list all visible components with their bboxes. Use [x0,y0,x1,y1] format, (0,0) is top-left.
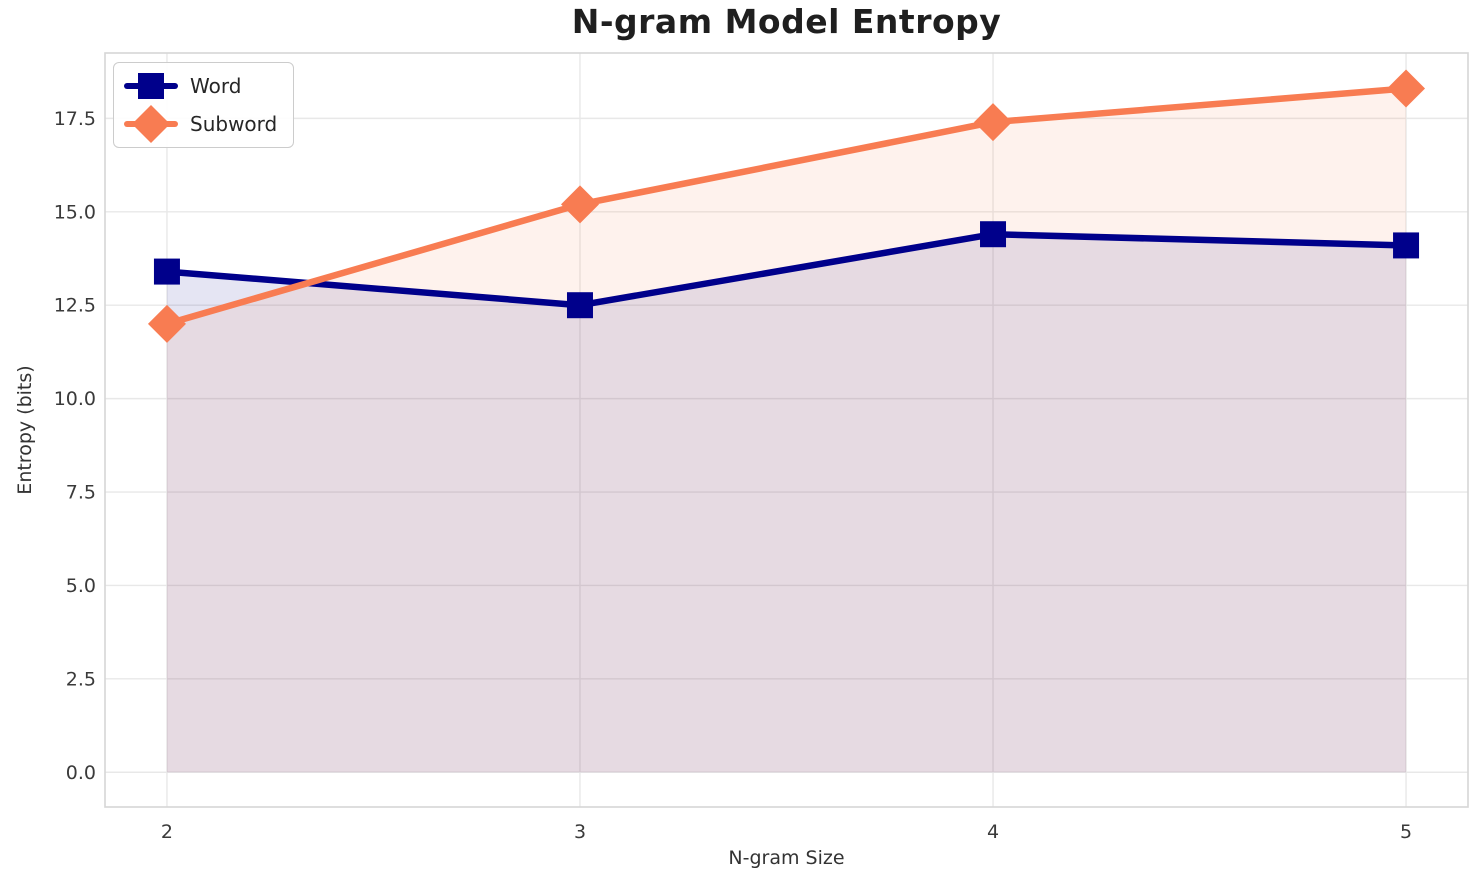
subword-marker [147,304,186,343]
subword-area-fill [166,88,1407,773]
word-marker [980,221,1007,248]
y-tick-label: 7.5 [66,482,96,504]
word-series-square-icon [124,73,178,99]
y-tick-label: 15.0 [54,201,96,223]
legend-label-word: Word [190,74,242,98]
x-axis-label: N-gram Size [728,847,845,869]
plot-border [104,52,1469,808]
legend-label-subword: Subword [190,112,278,136]
x-tick-label: 2 [161,821,173,843]
subword-marker [1387,69,1426,108]
x-tick-label: 3 [574,821,586,843]
word-line [163,230,1410,309]
word-area-fill [166,234,1407,773]
x-tick-label: 5 [1400,821,1412,843]
y-tick-label: 0.0 [66,762,96,784]
subword-marker [974,103,1013,142]
y-tick-label: 17.5 [54,108,96,130]
y-axis-label: Entropy (bits) [14,365,36,495]
subword-line [163,85,1410,328]
word-marker [566,292,593,319]
legend-item-word[interactable]: Word [124,67,277,105]
y-tick-label: 10.0 [54,388,96,410]
word-marker [1393,232,1420,259]
y-tick-label: 12.5 [54,295,96,317]
subword-series-diamond-icon [124,105,178,143]
x-tick-label: 4 [987,821,999,843]
y-tick-label: 5.0 [66,575,96,597]
y-tick-label: 2.5 [66,668,96,690]
word-marker [153,258,180,285]
subword-marker [560,185,599,224]
legend-item-subword[interactable]: Subword [124,105,277,143]
legend: Word Subword [113,62,295,148]
chart-title: N-gram Model Entropy [571,2,1002,41]
